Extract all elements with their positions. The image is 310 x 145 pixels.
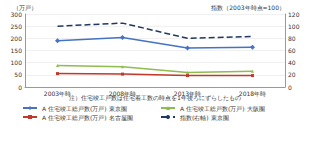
svg-text:80: 80 — [288, 35, 296, 42]
svg-text:20: 20 — [288, 71, 296, 78]
svg-text:A 住宅竣工総戸数(万戸) 名古屋圏: A 住宅竣工総戸数(万戸) 名古屋圏 — [42, 114, 133, 121]
svg-text:0: 0 — [288, 84, 292, 91]
svg-text:2008年時: 2008年時 — [109, 90, 136, 97]
svg-text:注）住宅竣工戸数は住宅着工数の時点を1年後ろにずらしたもの: 注）住宅竣工戸数は住宅着工数の時点を1年後ろにずらしたもの — [69, 94, 241, 102]
svg-text:100: 100 — [288, 23, 300, 30]
svg-text:300: 300 — [11, 11, 23, 18]
svg-text:指数（2003年時点=100）: 指数（2003年時点=100） — [210, 4, 285, 12]
svg-text:250: 250 — [11, 23, 23, 30]
svg-text:2003年時: 2003年時 — [44, 90, 71, 97]
svg-text:50: 50 — [14, 71, 22, 78]
svg-text:2018年時: 2018年時 — [239, 90, 266, 97]
svg-text:指数(右軸) 東京圏: 指数(右軸) 東京圏 — [179, 114, 229, 121]
svg-text:0: 0 — [18, 84, 22, 91]
svg-text:200: 200 — [11, 35, 23, 42]
svg-text:（万戸）: （万戸） — [13, 3, 37, 11]
svg-text:150: 150 — [11, 47, 23, 54]
svg-text:120: 120 — [288, 11, 300, 18]
svg-text:40: 40 — [288, 59, 296, 66]
svg-text:A 住宅竣工総戸数(万戸) 東京圏: A 住宅竣工総戸数(万戸) 東京圏 — [42, 105, 127, 112]
svg-text:60: 60 — [288, 47, 296, 54]
svg-text:2013年時: 2013年時 — [174, 90, 201, 97]
svg-text:A 住宅竣工総戸数(万戸) 大阪圏: A 住宅竣工総戸数(万戸) 大阪圏 — [180, 105, 265, 112]
svg-text:100: 100 — [11, 59, 23, 66]
